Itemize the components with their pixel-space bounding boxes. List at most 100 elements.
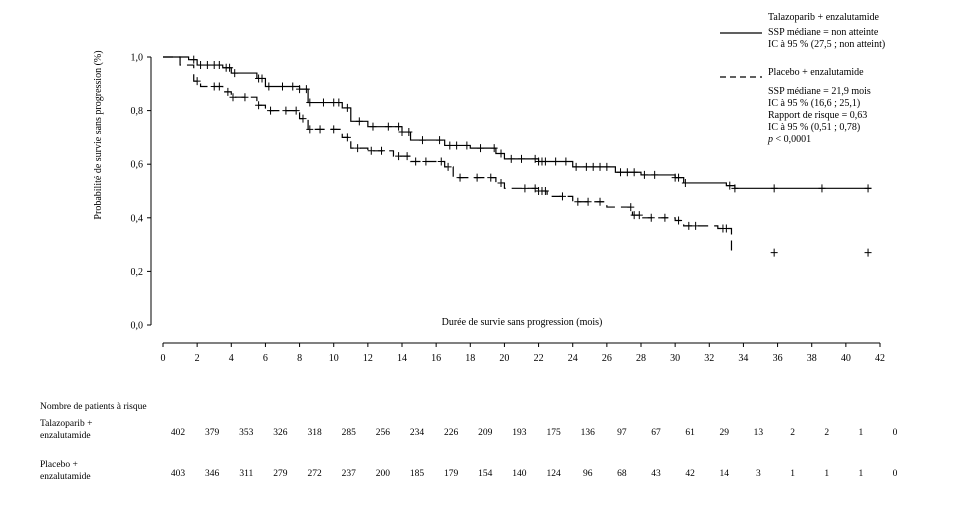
at-risk-count: 311 — [239, 469, 253, 479]
censor-mark — [265, 82, 273, 91]
censor-mark — [403, 152, 411, 161]
censor-mark — [330, 125, 338, 134]
at-risk-count: 154 — [478, 469, 493, 479]
x-tick-label: 16 — [431, 353, 441, 364]
at-risk-count: 326 — [273, 428, 288, 438]
at-risk-count: 29 — [720, 428, 730, 438]
censor-mark — [398, 128, 406, 137]
censor-mark — [463, 141, 471, 150]
censor-mark — [282, 106, 290, 115]
censor-mark — [418, 136, 426, 145]
censor-mark — [279, 82, 286, 91]
censor-mark — [302, 85, 310, 94]
censor-mark — [518, 154, 525, 163]
censor-mark — [316, 125, 324, 134]
censor-mark — [675, 173, 683, 182]
censor-mark — [319, 98, 327, 107]
censor-mark — [651, 170, 659, 179]
at-risk-count: 1 — [790, 469, 795, 479]
censor-mark — [647, 213, 655, 222]
x-tick-label: 12 — [363, 353, 373, 364]
censor-mark — [456, 173, 464, 182]
censor-mark — [343, 133, 351, 142]
censor-mark — [681, 178, 689, 187]
censor-mark — [473, 173, 481, 182]
at-risk-row-label: enzalutamide — [40, 472, 91, 482]
at-risk-count: 200 — [376, 469, 391, 479]
series-line-1 — [163, 56, 733, 253]
censor-mark — [596, 197, 604, 206]
at-risk-row-label: Placebo + — [40, 460, 78, 470]
censor-mark — [558, 192, 566, 201]
censor-mark — [405, 128, 413, 137]
x-tick-label: 2 — [195, 353, 200, 364]
censor-mark — [640, 170, 648, 179]
x-tick-label: 30 — [670, 353, 680, 364]
legend-stat-1: Rapport de risque = 0,63 — [768, 110, 867, 121]
at-risk-count: 67 — [651, 428, 661, 438]
at-risk-count: 379 — [205, 428, 220, 438]
censor-mark — [215, 61, 223, 70]
legend: Talazoparib + enzalutamide SSP médiane = … — [720, 12, 885, 145]
x-tick-label: 0 — [161, 353, 166, 364]
censor-mark — [306, 125, 314, 134]
censor-mark — [661, 213, 669, 222]
censor-mark — [197, 61, 205, 70]
censor-mark — [226, 63, 234, 72]
at-risk-table: Nombre de patients à risque Talazoparib … — [40, 402, 898, 482]
censor-mark — [541, 157, 549, 166]
censor-mark — [726, 181, 734, 190]
censor-mark — [635, 211, 643, 220]
at-risk-count: 68 — [617, 469, 627, 479]
x-tick-label: 4 — [229, 353, 234, 364]
at-risk-count: 14 — [720, 469, 730, 479]
censor-mark — [384, 122, 392, 131]
at-risk-count: 346 — [205, 469, 220, 479]
at-risk-count: 136 — [581, 428, 596, 438]
at-risk-row-label: Talazoparib + — [40, 419, 92, 429]
at-risk-count: 0 — [893, 428, 898, 438]
at-risk-count: 1 — [824, 469, 829, 479]
legend-label-1: Placebo + enzalutamide — [768, 67, 864, 78]
at-risk-count: 175 — [546, 428, 561, 438]
legend-stat-0: SSP médiane = non atteinte — [768, 27, 879, 38]
at-risk-count: 1 — [858, 428, 863, 438]
axes: 0,00,20,40,60,81,00 2 4 6 8 10 12 14 16 18 20 22 24 2… — [131, 53, 886, 365]
x-tick-label: 8 — [297, 353, 302, 364]
censor-mark — [436, 136, 444, 145]
at-risk-count: 13 — [754, 428, 764, 438]
at-risk-count: 42 — [685, 469, 695, 479]
x-tick-label: 40 — [841, 353, 851, 364]
at-risk-count: 124 — [546, 469, 561, 479]
censor-mark — [231, 69, 239, 78]
censor-mark — [574, 197, 582, 206]
at-risk-count: 97 — [617, 428, 627, 438]
at-risk-count: 353 — [239, 428, 254, 438]
censor-mark — [255, 101, 263, 110]
at-risk-count: 61 — [685, 428, 695, 438]
x-tick-label: 6 — [263, 353, 268, 364]
censor-mark — [453, 141, 461, 150]
censor-mark — [477, 144, 485, 153]
at-risk-count: 2 — [790, 428, 795, 438]
censor-mark — [203, 61, 211, 70]
y-tick-label: 0,6 — [131, 160, 144, 171]
censor-mark — [864, 184, 872, 193]
y-tick-label: 0,2 — [131, 267, 144, 278]
censor-mark — [627, 203, 635, 212]
x-tick-label: 26 — [602, 353, 612, 364]
at-risk-count: 3 — [756, 469, 761, 479]
censor-mark — [487, 173, 495, 182]
censor-mark — [497, 178, 505, 187]
at-risk-count: 185 — [410, 469, 425, 479]
y-tick-label: 0,8 — [131, 106, 144, 117]
y-tick-label: 0,0 — [131, 321, 144, 332]
censor-mark — [603, 162, 611, 171]
censor-mark — [692, 221, 700, 230]
censor-mark — [267, 106, 275, 115]
censor-mark — [623, 168, 631, 177]
censor-mark — [306, 98, 314, 107]
censor-mark — [369, 122, 377, 131]
censor-mark — [572, 162, 580, 171]
at-risk-count: 2 — [824, 428, 829, 438]
